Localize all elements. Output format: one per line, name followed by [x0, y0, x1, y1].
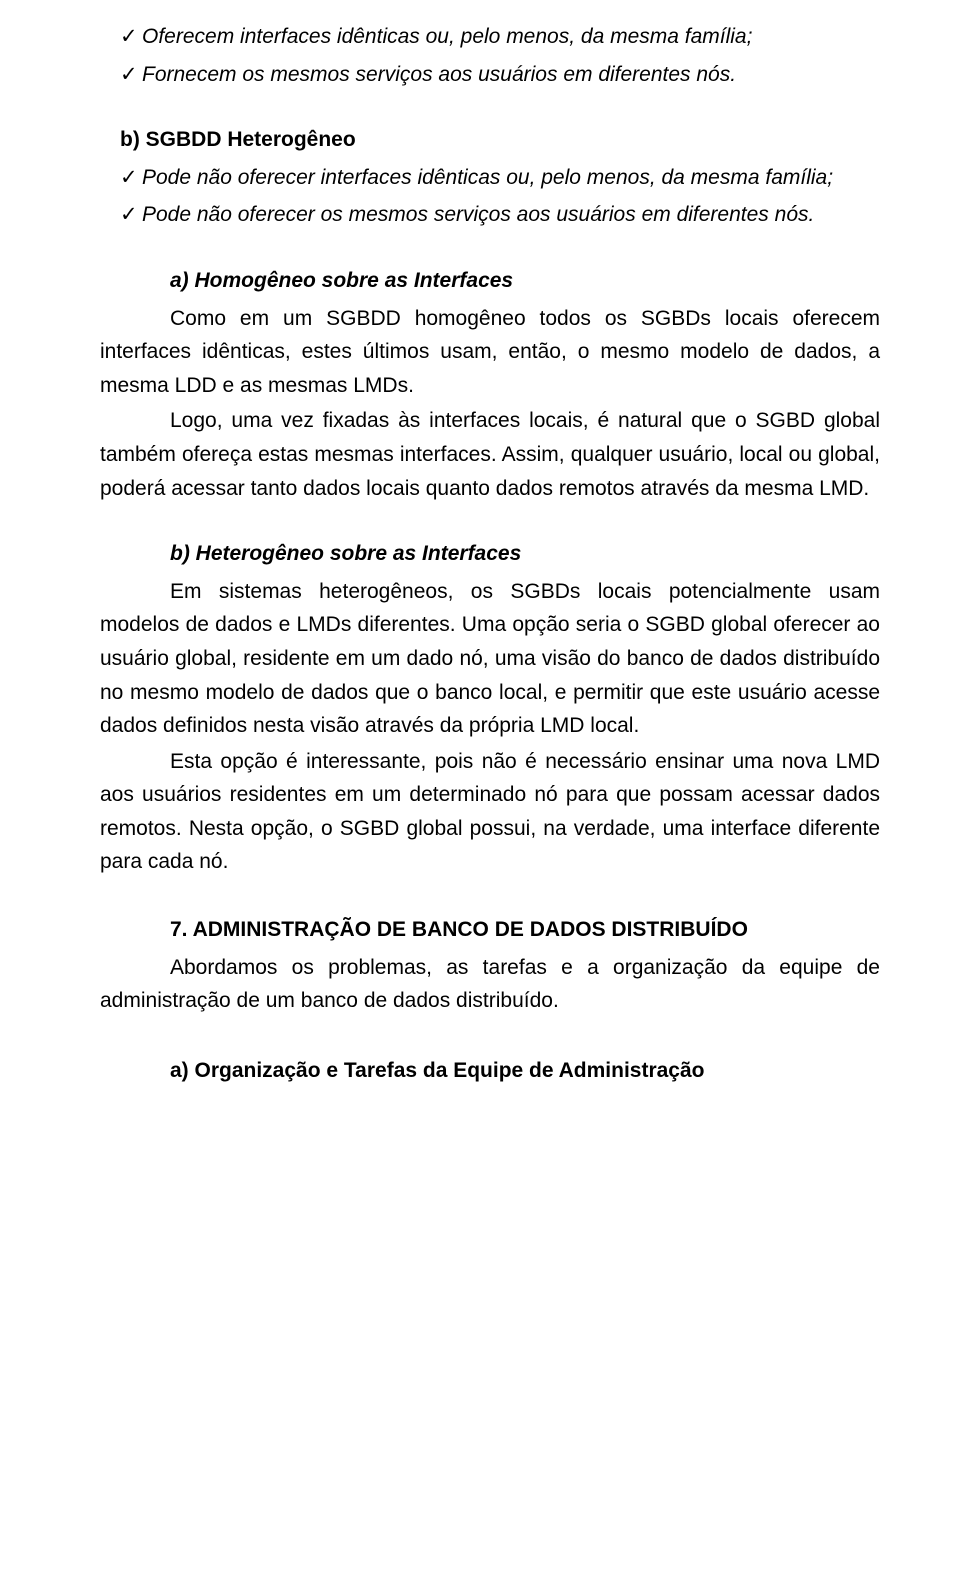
heading-heterogeneo: b) Heterogêneo sobre as Interfaces: [170, 537, 880, 571]
section-b-label: b) SGBDD Heterogêneo: [120, 123, 880, 157]
bullet-item: ✓ Oferecem interfaces idênticas ou, pelo…: [120, 20, 880, 54]
bullet-text: Pode não oferecer os mesmos serviços aos…: [142, 198, 880, 232]
bullet-text: Fornecem os mesmos serviços aos usuários…: [142, 58, 880, 92]
check-icon: ✓: [120, 198, 142, 232]
check-icon: ✓: [120, 161, 142, 195]
paragraph: Logo, uma vez fixadas às interfaces loca…: [100, 404, 880, 505]
bullet-item: ✓ Pode não oferecer interfaces idênticas…: [120, 161, 880, 195]
paragraph: Em sistemas heterogêneos, os SGBDs locai…: [100, 575, 880, 743]
bullet-item: ✓ Pode não oferecer os mesmos serviços a…: [120, 198, 880, 232]
heading-section-a-org: a) Organização e Tarefas da Equipe de Ad…: [170, 1054, 880, 1088]
bullet-text: Pode não oferecer interfaces idênticas o…: [142, 161, 880, 195]
paragraph: Como em um SGBDD homogêneo todos os SGBD…: [100, 302, 880, 403]
bullet-text: Oferecem interfaces idênticas ou, pelo m…: [142, 20, 880, 54]
heading-homogeneo: a) Homogêneo sobre as Interfaces: [170, 264, 880, 298]
paragraph: Esta opção é interessante, pois não é ne…: [100, 745, 880, 879]
heading-section-7: 7. ADMINISTRAÇÃO DE BANCO DE DADOS DISTR…: [170, 913, 880, 947]
paragraph: Abordamos os problemas, as tarefas e a o…: [100, 951, 880, 1018]
bullet-item: ✓ Fornecem os mesmos serviços aos usuári…: [120, 58, 880, 92]
check-icon: ✓: [120, 20, 142, 54]
check-icon: ✓: [120, 58, 142, 92]
